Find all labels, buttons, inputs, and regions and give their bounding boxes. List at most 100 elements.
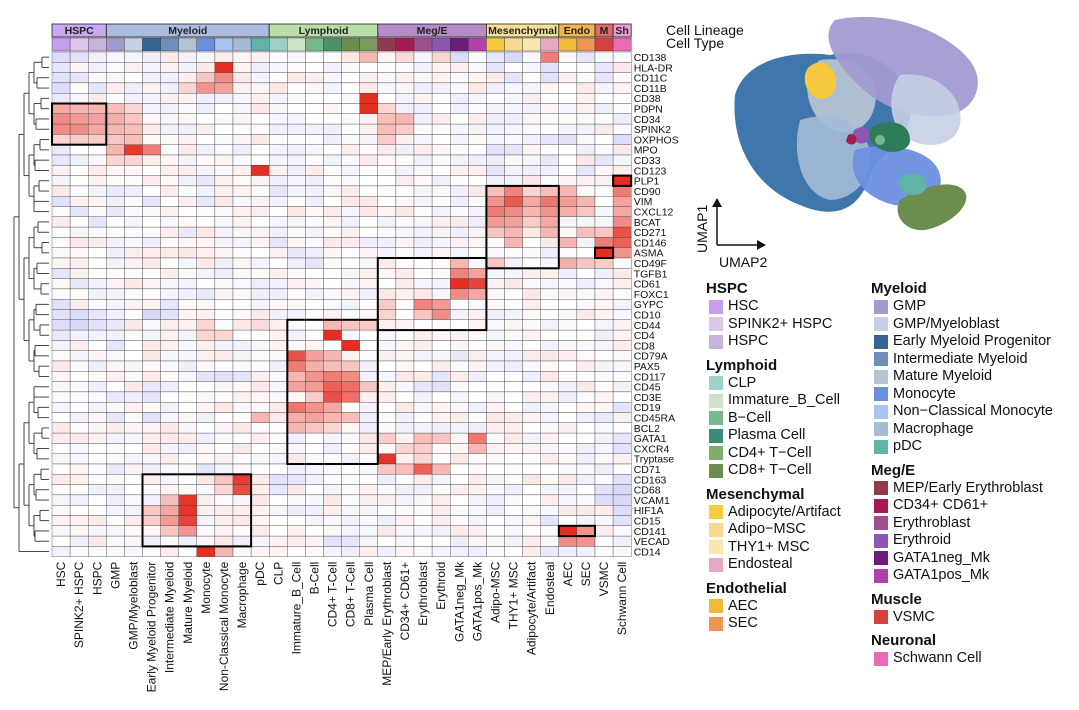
heatmap-cell [468,93,487,104]
column-label: pDC [253,561,267,585]
highlight-box [612,174,633,187]
heatmap-cell [124,443,143,454]
heatmap-cell [359,103,378,114]
heatmap-cell [540,535,559,547]
column-label: Intermediate Myeloid [163,562,177,673]
heatmap-cell [486,196,505,207]
heatmap-cell [196,432,216,444]
heatmap-cell [51,72,71,84]
heatmap-cell [269,144,288,156]
heatmap-cell [594,515,614,526]
celltype-band [341,37,360,52]
heatmap-cell [486,123,505,135]
celltype-band [305,37,324,52]
heatmap-cell [341,257,360,269]
heatmap-cell [540,134,559,145]
heatmap-cell [395,51,415,63]
heatmap-cell [269,175,288,187]
heatmap-cell [124,268,143,279]
heatmap-cell [178,165,197,176]
heatmap-cell [305,237,324,248]
heatmap-cell [522,154,541,166]
legend-item: Schwann Cell [871,650,1053,668]
legend: HSPC HSC SPINK2+ HSPC HSPC Lymphoid CLP Immatu… [706,280,1079,700]
heatmap-cell [594,134,614,145]
heatmap-cell [576,268,596,279]
heatmap-cell [106,134,125,145]
heatmap-cell [178,113,197,125]
column-label: GATA1pos_Mk [470,561,484,642]
heatmap-cell [178,422,197,434]
heatmap-cell [178,154,197,166]
legend-item: Intermediate Myeloid [871,351,1053,369]
heatmap-cell [341,422,360,434]
heatmap-cell [232,474,252,485]
celltype-band [142,37,161,52]
heatmap-cell [558,329,578,341]
heatmap-cell [522,422,541,434]
row-label: HIF1A [634,505,664,517]
heatmap-cell [106,206,125,217]
heatmap-cell [377,546,397,557]
heatmap-cell [576,165,596,176]
heatmap-cell [214,216,234,228]
heatmap-cell [124,494,143,506]
heatmap-cell [594,484,614,496]
heatmap-cell [468,371,487,382]
legend-group-title: Meg/E [871,461,916,479]
heatmap-cell [612,474,632,485]
heatmap-cell [178,103,197,114]
heatmap-cell [142,525,161,537]
legend-label: pDC [893,438,923,455]
legend-label: B−Cell [728,409,772,426]
heatmap-cell [504,360,523,372]
heatmap-cell [269,340,288,351]
heatmap-cell [468,113,487,125]
heatmap-cell [69,196,89,207]
heatmap-cell [196,278,216,290]
heatmap-cell [486,51,505,63]
heatmap-cell [576,226,596,238]
heatmap-cell [594,226,614,238]
heatmap-cell [431,319,451,331]
lineage-band [612,23,632,38]
heatmap-cell [250,340,270,351]
heatmap-cell [305,360,324,372]
heatmap-cell [486,484,505,496]
heatmap-cell [431,165,451,176]
heatmap-cell [395,371,415,382]
heatmap-cell [341,412,360,423]
umap-cluster-periwinkle [891,74,961,145]
heatmap-cell [395,402,415,413]
heatmap-cell [558,62,578,73]
heatmap-cell [540,309,559,320]
heatmap-cell [594,535,614,547]
heatmap-cell [431,329,451,341]
heatmap-cell [287,443,306,454]
legend-group: Myeloid GMP GMP/Myeloblast Early Myeloid Pr… [871,280,1053,456]
heatmap-cell [522,72,541,84]
heatmap-cell [341,350,360,362]
heatmap-cell [178,443,197,454]
heatmap-cell [576,51,596,63]
heatmap-cell [413,494,433,506]
heatmap-cell [468,226,487,238]
heatmap-cell [269,546,288,557]
heatmap-cell [612,196,632,207]
heatmap-cell [178,237,197,248]
heatmap-cell [594,494,614,506]
heatmap-cell [594,278,614,290]
heatmap-cell [468,505,487,516]
heatmap-cell [214,82,234,94]
heatmap-cell [522,247,541,259]
lineage-label: Endo [564,25,590,37]
heatmap-cell [359,474,378,485]
heatmap-cell [106,432,125,444]
heatmap-cell [124,278,143,290]
heatmap-cell [106,463,125,475]
heatmap-cell [594,340,614,351]
row-label: BCL2 [634,423,660,435]
row-label: HLA-DR [634,62,674,74]
heatmap-cell [594,412,614,423]
heatmap-cell [124,134,143,145]
